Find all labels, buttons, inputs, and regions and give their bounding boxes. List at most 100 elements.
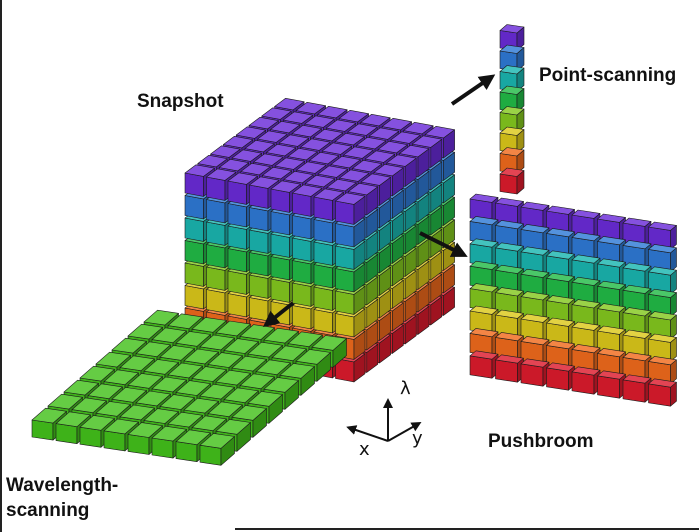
voxel-top-face (648, 266, 677, 276)
voxel-cube (648, 221, 677, 250)
voxel-top-face (360, 114, 391, 127)
voxel-top-face (257, 130, 288, 143)
voxel-top-face (622, 329, 652, 339)
voxel-top-face (546, 250, 575, 260)
voxel-front-face (335, 290, 355, 315)
voxel-cube (546, 340, 575, 369)
voxel-top-face (311, 335, 347, 351)
voxel-top-face (403, 122, 434, 135)
voxel-cube (571, 299, 601, 328)
voxel-front-face (270, 278, 290, 303)
wavelength-scanning-label-line2: scanning (6, 500, 90, 521)
voxel-top-face (79, 415, 115, 431)
voxel-front-face (227, 270, 247, 295)
voxel-top-face (390, 131, 421, 144)
voxel-top-face (499, 126, 525, 136)
voxel-top-face (231, 355, 267, 372)
voxel-top-face (309, 152, 340, 165)
voxel-top-face (648, 288, 677, 298)
voxel-front-face (199, 444, 222, 466)
voxel-front-face (206, 266, 226, 291)
voxel-top-face (469, 238, 499, 248)
voxel-top-face (622, 374, 652, 384)
voxel-top-face (469, 328, 499, 338)
voxel-top-face (571, 299, 601, 309)
voxel-cube (622, 352, 652, 381)
voxel-cube (495, 354, 524, 383)
voxel-top-face (235, 126, 267, 139)
voxel-top-face (71, 397, 107, 414)
voxel-top-face (183, 397, 219, 414)
voxel-front-face (622, 379, 646, 403)
voxel-front-face (227, 180, 247, 205)
voxel-front-face (571, 371, 595, 395)
voxel-front-face (249, 297, 269, 322)
frame-left-line (0, 0, 2, 532)
voxel-top-face (352, 160, 383, 173)
voxel-cube (546, 295, 575, 324)
voxel-top-face (127, 373, 163, 389)
voxel-cube (597, 370, 626, 399)
voxel-cube (648, 378, 677, 407)
voxel-top-face (571, 321, 601, 331)
voxel-cube (520, 201, 550, 230)
voxel-top-face (364, 150, 396, 163)
voxel-top-face (469, 260, 499, 270)
voxel-front-face (270, 188, 290, 213)
voxel-top-face (151, 376, 187, 393)
voxel-front-face (206, 176, 226, 201)
voxel-cube (335, 349, 366, 383)
voxel-cube (597, 325, 626, 354)
voxel-top-face (247, 341, 283, 358)
voxel-top-face (377, 141, 408, 154)
voxel-top-face (622, 240, 652, 250)
voxel-top-face (622, 262, 652, 272)
voxel-cube (469, 283, 499, 312)
voxel-cube (571, 366, 601, 395)
voxel-top-face (347, 183, 379, 196)
voxel-front-face (292, 282, 312, 307)
voxel-top-face (282, 111, 314, 124)
voxel-top-face (335, 192, 366, 205)
voxel-front-face (184, 172, 204, 197)
voxel-top-face (119, 404, 155, 421)
voxel-top-face (571, 209, 601, 219)
voxel-cube (520, 268, 550, 297)
voxel-top-face (210, 145, 241, 158)
voxel-cube (648, 333, 677, 362)
voxel-cube (469, 193, 499, 222)
voxel-top-face (571, 276, 601, 286)
voxel-top-face (296, 161, 327, 174)
voxel-front-face (249, 229, 269, 254)
voxel-top-face (597, 258, 626, 268)
voxel-top-face (317, 106, 348, 119)
voxel-front-face (546, 367, 569, 391)
voxel-top-face (571, 344, 601, 354)
voxel-top-face (274, 98, 305, 111)
voxel-top-face (135, 390, 171, 407)
voxel-top-face (313, 188, 344, 201)
voxel-top-face (317, 165, 348, 178)
voxel-cube (499, 106, 525, 133)
voxel-top-face (495, 309, 524, 319)
voxel-top-face (338, 110, 369, 123)
voxel-cube (597, 280, 626, 309)
voxel-front-face (79, 426, 102, 448)
voxel-cube (520, 358, 550, 387)
voxel-cube (597, 258, 626, 287)
voxel-top-face (386, 154, 417, 167)
voxel-front-face (270, 256, 290, 281)
voxel-front-face (206, 199, 226, 224)
pushbroom-label: Pushbroom (488, 431, 594, 452)
voxel-front-face (270, 211, 290, 236)
voxel-top-face (520, 268, 550, 278)
voxel-top-face (111, 387, 147, 403)
voxel-top-face (191, 415, 227, 432)
voxel-top-face (520, 246, 550, 256)
voxel-top-face (135, 341, 171, 358)
voxel-front-face (292, 260, 312, 285)
voxel-cube (546, 205, 575, 234)
voxel-front-face (184, 195, 204, 220)
voxel-front-face (313, 219, 333, 244)
